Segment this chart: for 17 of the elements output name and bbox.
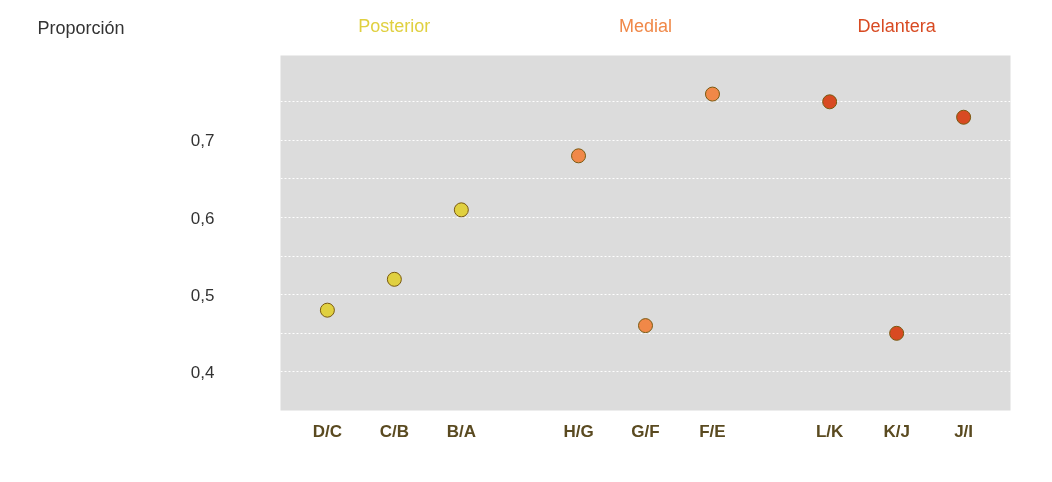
y-tick-label: 0,5 [190,285,215,305]
x-tick-label: D/C [312,421,343,441]
text: Medial [618,15,673,36]
y-tick-label: 0,4 [190,362,215,382]
y-tick-label: 0,6 [190,208,215,228]
x-tick-label: H/G [563,421,594,441]
x-tick-label: L/K [815,421,845,441]
x-tick-label: F/E [699,421,726,441]
text: Delantera [857,15,937,36]
y-tick-label: 0,7 [190,131,215,151]
x-tick-label: J/I [954,421,974,441]
text: Posterior [358,15,431,36]
x-tick-label: K/J [883,421,910,441]
y-axis-title: Proporción [37,18,125,38]
x-tick-label: C/B [379,421,409,441]
x-tick-label: G/F [631,421,660,441]
x-tick-label: B/A [446,421,476,441]
